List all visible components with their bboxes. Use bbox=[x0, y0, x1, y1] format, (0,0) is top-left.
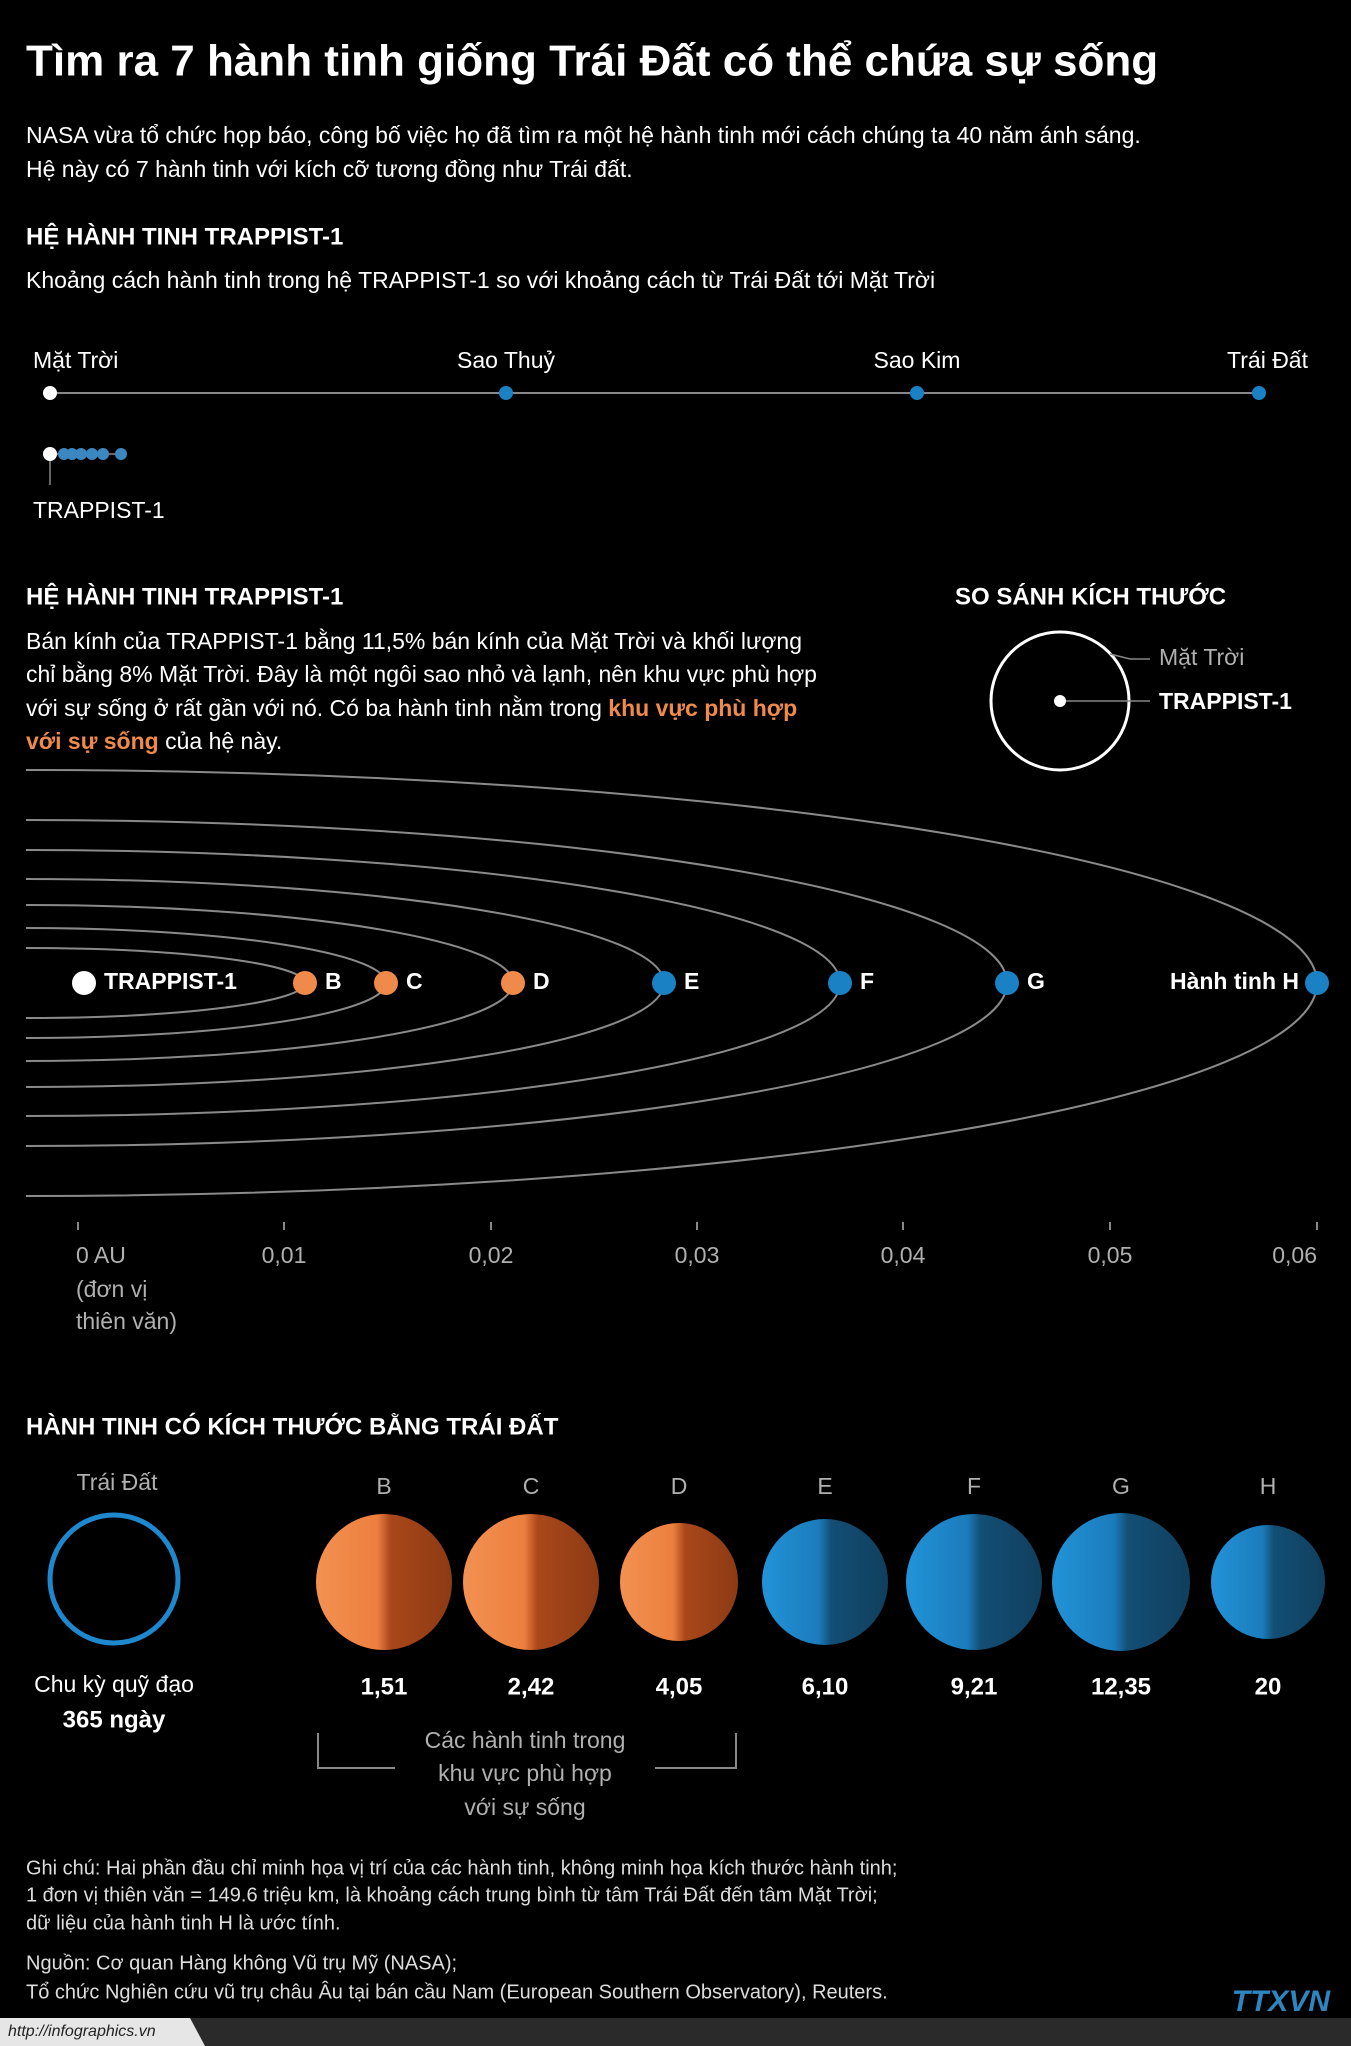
heading: HÀNH TINH CÓ KÍCH THƯỚC BẰNG TRÁI ĐẤT bbox=[26, 1412, 559, 1440]
bracket-text: khu vực phù hợp bbox=[438, 1760, 612, 1786]
planet-name: D bbox=[671, 1473, 688, 1499]
planet bbox=[1052, 1513, 1190, 1651]
label: Trái Đất bbox=[1227, 347, 1309, 373]
heading: SO SÁNH KÍCH THƯỚC bbox=[955, 582, 1226, 610]
period: 1,51 bbox=[361, 1673, 408, 1700]
body-label: TRAPPIST-1 bbox=[104, 968, 237, 994]
body-label: G bbox=[1027, 968, 1045, 994]
period: 6,10 bbox=[802, 1673, 849, 1700]
paragraph: chỉ bằng 8% Mặt Trời. Đây là một ngôi sa… bbox=[26, 661, 817, 687]
note: dữ liệu của hành tinh H là ước tính. bbox=[26, 1912, 341, 1934]
period: 365 ngày bbox=[63, 1706, 166, 1733]
intro: Hệ này có 7 hành tinh với kích cỡ tương … bbox=[26, 156, 633, 182]
heading: HỆ HÀNH TINH TRAPPIST-1 bbox=[26, 222, 343, 250]
planet bbox=[1305, 971, 1329, 995]
logo: TTXVN bbox=[1232, 1985, 1332, 2018]
body-label: Hành tinh H bbox=[1170, 968, 1299, 994]
planet bbox=[828, 971, 852, 995]
planet bbox=[316, 1514, 452, 1650]
url[interactable]: http://infographics.vn bbox=[8, 2023, 156, 2040]
trappist-dot bbox=[43, 447, 57, 461]
label: Mặt Trời bbox=[33, 347, 118, 373]
planet bbox=[463, 1514, 599, 1650]
planet-name: H bbox=[1260, 1473, 1277, 1499]
body-label: D bbox=[533, 968, 550, 994]
note: Ghi chú: Hai phần đầu chỉ minh họa vị tr… bbox=[26, 1857, 897, 1879]
body-label: F bbox=[860, 968, 874, 994]
axis: 0 AU 0,01 0,02 0,03 0,04 0,05 0,06 bbox=[76, 1222, 1318, 1268]
planet-name: E bbox=[817, 1473, 832, 1499]
planet bbox=[620, 1523, 738, 1641]
subtitle: Khoảng cách hành tinh trong hệ TRAPPIST-… bbox=[26, 267, 935, 293]
planet bbox=[652, 971, 676, 995]
tick-label: 0,03 bbox=[675, 1242, 720, 1268]
planets: B 1,51 C 2,42 D 4,05 E 6,10 F 9,21 G 12,35 H 20 bbox=[316, 1473, 1325, 1700]
axis-unit: (đơn vị bbox=[76, 1276, 147, 1302]
bodies: TRAPPIST-1 B C D E F G Hành tinh H bbox=[72, 968, 1329, 995]
period: 9,21 bbox=[951, 1673, 998, 1700]
planet bbox=[374, 971, 398, 995]
planet bbox=[906, 1514, 1042, 1650]
label: Mặt Trời bbox=[1159, 644, 1244, 670]
tick-label: 0,01 bbox=[262, 1242, 307, 1268]
note: 1 đơn vị thiên văn = 149.6 triệu km, là … bbox=[26, 1884, 878, 1906]
paragraph: với sự sống của hệ này. bbox=[26, 728, 282, 754]
tick-label: 0,05 bbox=[1088, 1242, 1133, 1268]
period: 2,42 bbox=[508, 1673, 555, 1700]
label: Sao Thuỷ bbox=[457, 347, 556, 373]
body-label: C bbox=[406, 968, 423, 994]
period: 12,35 bbox=[1091, 1673, 1151, 1700]
planet-dot bbox=[499, 386, 513, 400]
label: Chu kỳ quỹ đạo bbox=[34, 1671, 194, 1697]
period: 4,05 bbox=[656, 1673, 703, 1700]
bracket-gap bbox=[395, 1750, 655, 1780]
heading: HỆ HÀNH TINH TRAPPIST-1 bbox=[26, 582, 343, 610]
earth bbox=[47, 1512, 181, 1646]
period: 20 bbox=[1255, 1673, 1282, 1700]
planet bbox=[995, 971, 1019, 995]
planet bbox=[762, 1519, 888, 1645]
bracket-text: Các hành tinh trong bbox=[425, 1727, 626, 1753]
url-tab bbox=[0, 2018, 205, 2046]
star bbox=[72, 971, 96, 995]
body-label: E bbox=[684, 968, 699, 994]
label: Sao Kim bbox=[874, 347, 961, 373]
bracket-text: với sự sống bbox=[464, 1794, 585, 1820]
title: Tìm ra 7 hành tinh giống Trái Đất có thể… bbox=[26, 37, 1158, 86]
tick-label: 0,02 bbox=[469, 1242, 514, 1268]
source: Tổ chức Nghiên cứu vũ trụ châu Âu tại bá… bbox=[26, 1980, 888, 2003]
intro: NASA vừa tổ chức họp báo, công bố việc h… bbox=[26, 122, 1141, 148]
tick-label: 0,06 bbox=[1272, 1242, 1317, 1268]
planet-dot bbox=[910, 386, 924, 400]
trappist-size bbox=[1054, 695, 1066, 707]
sun-dot bbox=[43, 386, 57, 400]
planet-dot bbox=[1252, 386, 1266, 400]
planet bbox=[501, 971, 525, 995]
source: Nguồn: Cơ quan Hàng không Vũ trụ Mỹ (NAS… bbox=[26, 1952, 457, 1974]
planet-name: C bbox=[523, 1473, 540, 1499]
tick-label: 0,04 bbox=[881, 1242, 926, 1268]
label: TRAPPIST-1 bbox=[1159, 688, 1292, 714]
planet-name: B bbox=[376, 1473, 391, 1499]
trappist-planets bbox=[58, 448, 127, 460]
planet bbox=[1211, 1525, 1325, 1639]
footer-bar bbox=[0, 2018, 1351, 2046]
paragraph: Bán kính của TRAPPIST-1 bằng 11,5% bán k… bbox=[26, 628, 802, 654]
axis-unit: thiên văn) bbox=[76, 1308, 177, 1334]
tick-label: 0 AU bbox=[76, 1242, 126, 1268]
planet-name: F bbox=[967, 1473, 981, 1499]
planet bbox=[293, 971, 317, 995]
label: TRAPPIST-1 bbox=[33, 497, 165, 523]
planet-name: G bbox=[1112, 1473, 1130, 1499]
leader bbox=[1109, 653, 1150, 660]
label: Trái Đất bbox=[77, 1469, 159, 1495]
paragraph: với sự sống ở rất gần với nó. Có ba hành… bbox=[26, 695, 797, 721]
body-label: B bbox=[325, 968, 342, 994]
